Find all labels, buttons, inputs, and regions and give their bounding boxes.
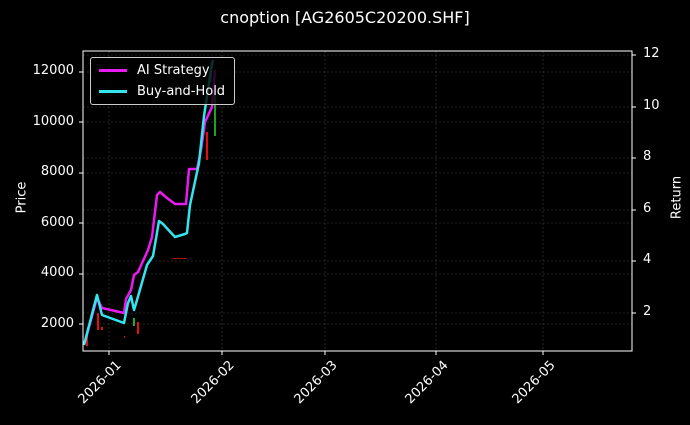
series-ai-strategy-line [82, 69, 217, 346]
y-right-tick: 2 [643, 304, 652, 319]
y-left-tick: 8000 [40, 164, 74, 179]
y-axis-label-right: Return [669, 175, 685, 220]
series-buy-and-hold-line [82, 59, 215, 346]
legend-item-buy-and-hold: Buy-and-Hold [99, 82, 225, 100]
y-right-tick: 10 [643, 98, 660, 113]
legend-item-ai-strategy: AI Strategy [99, 61, 210, 79]
legend-label: Buy-and-Hold [137, 83, 226, 99]
tick-marks [79, 54, 636, 355]
y-right-tick: 4 [643, 252, 652, 267]
legend-swatch-magenta [99, 68, 127, 72]
y-left-tick: 2000 [40, 316, 74, 331]
legend-label: AI Strategy [137, 62, 210, 78]
chart-title: cnoption [AG2605C20200.SHF] [220, 8, 470, 27]
axes-frame [82, 50, 633, 352]
y-left-tick: 6000 [40, 215, 74, 230]
y-right-tick: 8 [643, 149, 652, 164]
y-left-tick: 4000 [40, 265, 74, 280]
y-axis-label-left: Price [14, 181, 30, 214]
y-left-tick: 10000 [32, 114, 74, 129]
legend: AI Strategy Buy-and-Hold [90, 57, 235, 105]
grid-lines [83, 51, 632, 351]
y-right-tick: 12 [643, 46, 660, 61]
y-right-tick: 6 [643, 201, 652, 216]
y-left-tick: 12000 [32, 63, 74, 78]
legend-swatch-cyan [99, 89, 127, 93]
